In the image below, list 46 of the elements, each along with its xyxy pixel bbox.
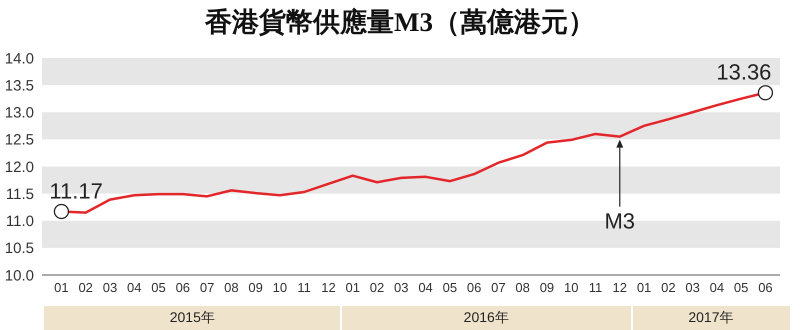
x-tick-label: 11 (588, 280, 602, 296)
x-tick-label: 01 (346, 280, 360, 296)
y-tick-label: 12.0 (4, 158, 34, 176)
x-tick-label: 10 (564, 280, 578, 296)
chart-title: 香港貨幣供應量M3（萬億港元） (204, 6, 596, 39)
text: 2017年 (687, 309, 735, 327)
x-tick-label: 01 (636, 280, 652, 296)
x-tick-label: 03 (685, 280, 700, 296)
x-tick-label: 11 (297, 280, 311, 296)
y-tick-label: 11.0 (6, 213, 34, 230)
y-tick-label: 13.5 (4, 77, 34, 94)
y-tick-label: 10.5 (4, 240, 34, 258)
x-tick-label: 04 (418, 280, 433, 296)
data-label: 13.36 (716, 60, 772, 85)
data-label: 11.17 (49, 178, 103, 204)
x-tick-label: 05 (442, 280, 458, 296)
x-tick-label: 02 (370, 280, 384, 296)
x-tick-label: 06 (466, 280, 482, 296)
y-tick-label: 13.0 (4, 104, 34, 122)
x-tick-label: 09 (540, 280, 554, 296)
text: M3 (604, 208, 636, 234)
x-tick-label: 08 (515, 280, 530, 296)
text: 2015年 (168, 309, 216, 327)
x-tick-label: 02 (78, 280, 93, 296)
x-tick-label: 01 (54, 280, 69, 296)
x-tick-label: 05 (734, 280, 748, 296)
text: 2016年 (462, 309, 510, 327)
x-tick-label: 02 (661, 280, 676, 296)
x-tick-label: 04 (710, 280, 724, 296)
y-tick-label: 12.5 (4, 132, 34, 149)
x-tick-label: 04 (127, 280, 142, 296)
x-tick-label: 06 (758, 280, 773, 296)
x-tick-label: 03 (394, 280, 409, 296)
x-tick-label: 03 (102, 280, 118, 296)
x-tick-label: 12 (321, 280, 336, 296)
x-tick-label: 08 (224, 280, 239, 296)
x-tick-label: 06 (176, 280, 190, 296)
y-tick-label: 11.5 (6, 186, 34, 203)
x-tick-label: 12 (612, 280, 628, 296)
x-tick-label: 09 (248, 280, 263, 296)
y-tick-label: 10.0 (4, 267, 34, 284)
x-tick-label: 07 (491, 280, 506, 296)
y-tick-label: 14.0 (4, 50, 34, 68)
x-tick-label: 07 (200, 280, 214, 296)
x-tick-label: 05 (151, 280, 166, 296)
x-tick-label: 10 (272, 280, 288, 296)
